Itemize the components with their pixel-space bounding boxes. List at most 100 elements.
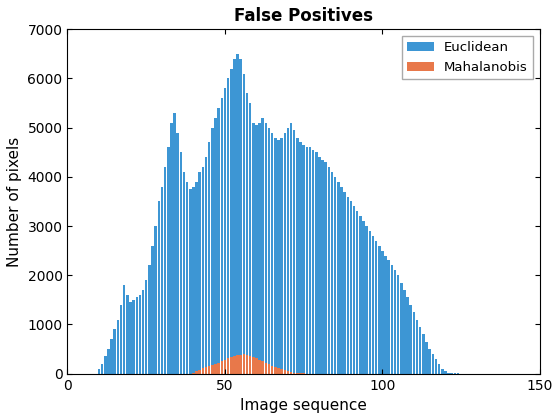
Bar — [252, 123, 255, 374]
Bar — [425, 341, 428, 374]
Bar — [242, 74, 245, 374]
Bar — [126, 295, 129, 374]
Bar — [208, 142, 211, 374]
Bar — [227, 358, 230, 374]
Bar — [157, 202, 160, 374]
Bar — [444, 371, 447, 374]
Bar — [180, 152, 182, 374]
Bar — [265, 363, 267, 374]
Bar — [186, 182, 188, 374]
Bar — [309, 147, 311, 374]
Bar — [340, 187, 343, 374]
Bar — [422, 334, 424, 374]
Legend: Euclidean, Mahalanobis: Euclidean, Mahalanobis — [402, 36, 533, 79]
Bar — [223, 88, 226, 374]
Bar — [120, 305, 122, 374]
Bar — [195, 182, 198, 374]
Bar — [349, 202, 352, 374]
Bar — [388, 260, 390, 374]
Bar — [139, 295, 141, 374]
Bar — [230, 357, 232, 374]
Bar — [167, 147, 170, 374]
Bar — [214, 118, 217, 374]
Bar — [170, 123, 172, 374]
Bar — [334, 177, 337, 374]
Bar — [211, 128, 213, 374]
Bar — [236, 355, 239, 374]
Bar — [145, 280, 147, 374]
Bar — [277, 368, 280, 374]
Bar — [246, 355, 248, 374]
Bar — [164, 167, 166, 374]
Bar — [192, 187, 195, 374]
Bar — [258, 360, 261, 374]
Bar — [283, 133, 286, 374]
Bar — [142, 290, 144, 374]
Bar — [155, 226, 157, 374]
Bar — [413, 312, 415, 374]
Bar — [362, 221, 365, 374]
Bar — [296, 373, 298, 374]
Bar — [318, 157, 321, 374]
Bar — [283, 370, 286, 374]
Bar — [416, 320, 418, 374]
Bar — [312, 150, 314, 374]
Bar — [328, 167, 330, 374]
Bar — [176, 133, 179, 374]
Bar — [192, 373, 195, 374]
Bar — [435, 359, 437, 374]
Bar — [198, 172, 201, 374]
Bar — [394, 270, 396, 374]
Bar — [129, 302, 132, 374]
Bar — [438, 364, 440, 374]
Bar — [255, 358, 258, 374]
Bar — [151, 246, 154, 374]
Bar — [271, 133, 273, 374]
Bar — [302, 145, 305, 374]
Bar — [252, 357, 255, 374]
Bar — [258, 123, 261, 374]
Bar — [281, 137, 283, 374]
Bar — [97, 369, 100, 374]
Bar — [208, 366, 211, 374]
Bar — [409, 305, 412, 374]
Bar — [114, 329, 116, 374]
Bar — [337, 182, 339, 374]
Bar — [221, 98, 223, 374]
Bar — [205, 157, 207, 374]
Bar — [290, 372, 292, 374]
Bar — [324, 162, 327, 374]
Bar — [214, 364, 217, 374]
Bar — [230, 68, 232, 374]
Bar — [343, 192, 346, 374]
Bar — [104, 357, 106, 374]
Bar — [262, 361, 264, 374]
Bar — [268, 364, 270, 374]
Bar — [116, 320, 119, 374]
Bar — [236, 54, 239, 374]
Bar — [290, 123, 292, 374]
Bar — [368, 231, 371, 374]
Bar — [205, 367, 207, 374]
Bar — [246, 93, 248, 374]
Bar — [123, 285, 125, 374]
Bar — [221, 361, 223, 374]
Bar — [400, 283, 403, 374]
Bar — [306, 147, 308, 374]
Bar — [419, 327, 422, 374]
Bar — [227, 79, 230, 374]
Bar — [271, 366, 273, 374]
Bar — [101, 364, 104, 374]
Bar — [202, 368, 204, 374]
Bar — [287, 128, 289, 374]
Bar — [161, 187, 163, 374]
Title: False Positives: False Positives — [234, 7, 373, 25]
Bar — [353, 206, 356, 374]
Bar — [407, 297, 409, 374]
Bar — [441, 369, 444, 374]
Bar — [255, 125, 258, 374]
Y-axis label: Number of pixels: Number of pixels — [7, 136, 22, 267]
Bar — [249, 103, 251, 374]
Bar — [359, 216, 362, 374]
Bar — [447, 373, 450, 374]
